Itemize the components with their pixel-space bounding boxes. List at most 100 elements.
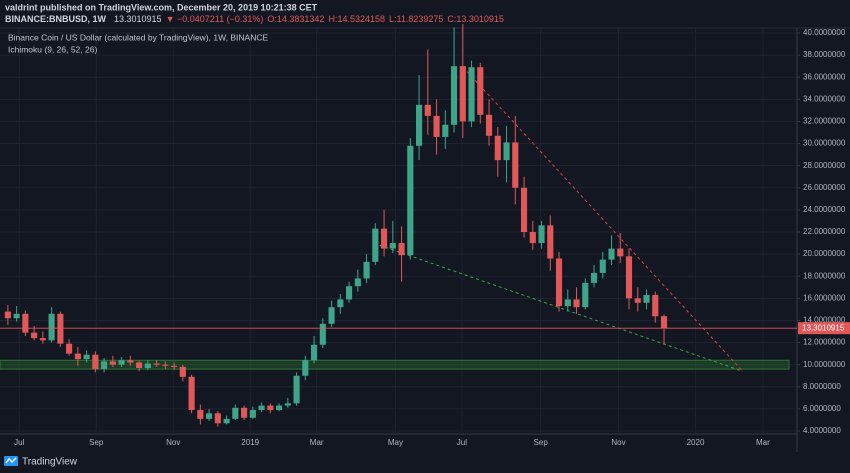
y-tick-label: 14.0000000 (803, 316, 846, 325)
candle-body (328, 307, 335, 324)
candle-body (564, 299, 571, 307)
byline: valdrint published on TradingView.com, D… (5, 2, 318, 12)
candle-body (39, 338, 46, 341)
candle-body (442, 124, 449, 137)
y-tick-label: 24.0000000 (803, 205, 846, 214)
candle-body (415, 104, 423, 146)
x-tick-label: Mar (310, 438, 324, 447)
candle-body (529, 231, 536, 244)
candle-body (13, 313, 20, 319)
x-tick-label: May (388, 438, 403, 447)
candle-body (538, 225, 545, 244)
candle-body (354, 278, 361, 287)
candle-body (372, 228, 379, 262)
low: L:11.8239275 (389, 14, 443, 24)
candle-body (144, 363, 151, 368)
symbol: BINANCE:BNBUSD, 1W (5, 14, 107, 24)
candle-body (171, 365, 178, 367)
y-tick-label: 30.0000000 (803, 139, 846, 148)
y-tick-label: 28.0000000 (803, 161, 846, 170)
y-tick-label: 18.0000000 (803, 271, 846, 280)
last: 13.3010915 (114, 14, 162, 24)
y-tick-label: 10.0000000 (803, 360, 846, 369)
trendline (466, 71, 744, 372)
candle-body (433, 115, 440, 137)
candle-body (311, 344, 318, 361)
candle-body (214, 413, 221, 424)
candle-body (74, 353, 81, 360)
high: H:14.5324158 (328, 14, 385, 24)
candle-body (573, 299, 580, 308)
candle-body (241, 407, 248, 418)
footer-logo (4, 456, 18, 466)
close: C:13.3010915 (447, 14, 504, 24)
candle-body (48, 313, 55, 341)
candle-body (223, 418, 230, 424)
candle-body (652, 295, 659, 317)
support-zone (0, 359, 790, 370)
y-tick-label: 36.0000000 (803, 72, 846, 81)
y-tick-label: 40.0000000 (803, 28, 846, 37)
y-tick-label: 4.0000000 (803, 426, 841, 435)
candle-body (590, 272, 598, 283)
candle-body (660, 316, 668, 329)
candle-body (346, 286, 353, 300)
x-tick-label: Nov (166, 438, 180, 447)
candle-body (363, 261, 370, 279)
candle-body (424, 104, 431, 116)
indicator-label: Ichimoku (9, 26, 52, 26) (8, 44, 97, 54)
x-tick-label: 2019 (241, 438, 259, 447)
plot (0, 24, 797, 434)
candle-body (153, 363, 160, 365)
candle-body (381, 228, 388, 249)
candle-body (188, 376, 195, 411)
x-tick-label: 2020 (687, 438, 705, 447)
candle-body (136, 362, 143, 368)
chart-title: Binance Coin / US Dollar (calculated by … (8, 32, 268, 42)
y-tick-label: 26.0000000 (803, 183, 846, 192)
candle-body (206, 413, 213, 419)
x-tick-label: Mar (756, 438, 770, 447)
candle-body (83, 354, 90, 360)
candle-body (494, 135, 501, 161)
x-tick-label: Nov (611, 438, 625, 447)
trendline (379, 244, 743, 372)
candle-body (389, 243, 396, 249)
candle-body (293, 375, 300, 404)
candle-body (468, 67, 475, 122)
candle-body (520, 187, 528, 232)
candle-body (547, 225, 554, 259)
x-tick-label: Sep (89, 438, 104, 447)
candle-body (302, 360, 309, 376)
candle-body (477, 67, 484, 115)
candle-body (127, 360, 134, 363)
candle-body (267, 405, 274, 411)
x-tick-label: Sep (534, 438, 549, 447)
candle-body (512, 142, 519, 188)
y-tick-label: 32.0000000 (803, 117, 846, 126)
y-tick-label: 8.0000000 (803, 382, 841, 391)
candle-body (634, 298, 641, 303)
candle-body (101, 361, 108, 370)
candle-body (179, 366, 186, 377)
candle-body (57, 313, 64, 344)
quote-line: BINANCE:BNBUSD, 1W 13.3010915 ▼ −0.0407211… (5, 14, 504, 24)
candle-body (162, 364, 169, 366)
last-price-label: 13.3010915 (802, 323, 845, 332)
open: O:14.3831342 (267, 14, 324, 24)
candle-body (450, 66, 458, 125)
candle-body (617, 248, 624, 257)
y-tick-label: 34.0000000 (803, 94, 846, 103)
candle-body (582, 282, 589, 308)
candle-body (31, 332, 38, 339)
y-tick-label: 22.0000000 (803, 227, 846, 236)
candle-body (109, 361, 116, 365)
candle-body (599, 259, 606, 273)
footer-brand: TradingView (22, 457, 78, 468)
y-tick-label: 20.0000000 (803, 249, 846, 258)
candle-body (22, 313, 29, 333)
candle-body (66, 343, 73, 354)
candle-body (92, 354, 99, 370)
